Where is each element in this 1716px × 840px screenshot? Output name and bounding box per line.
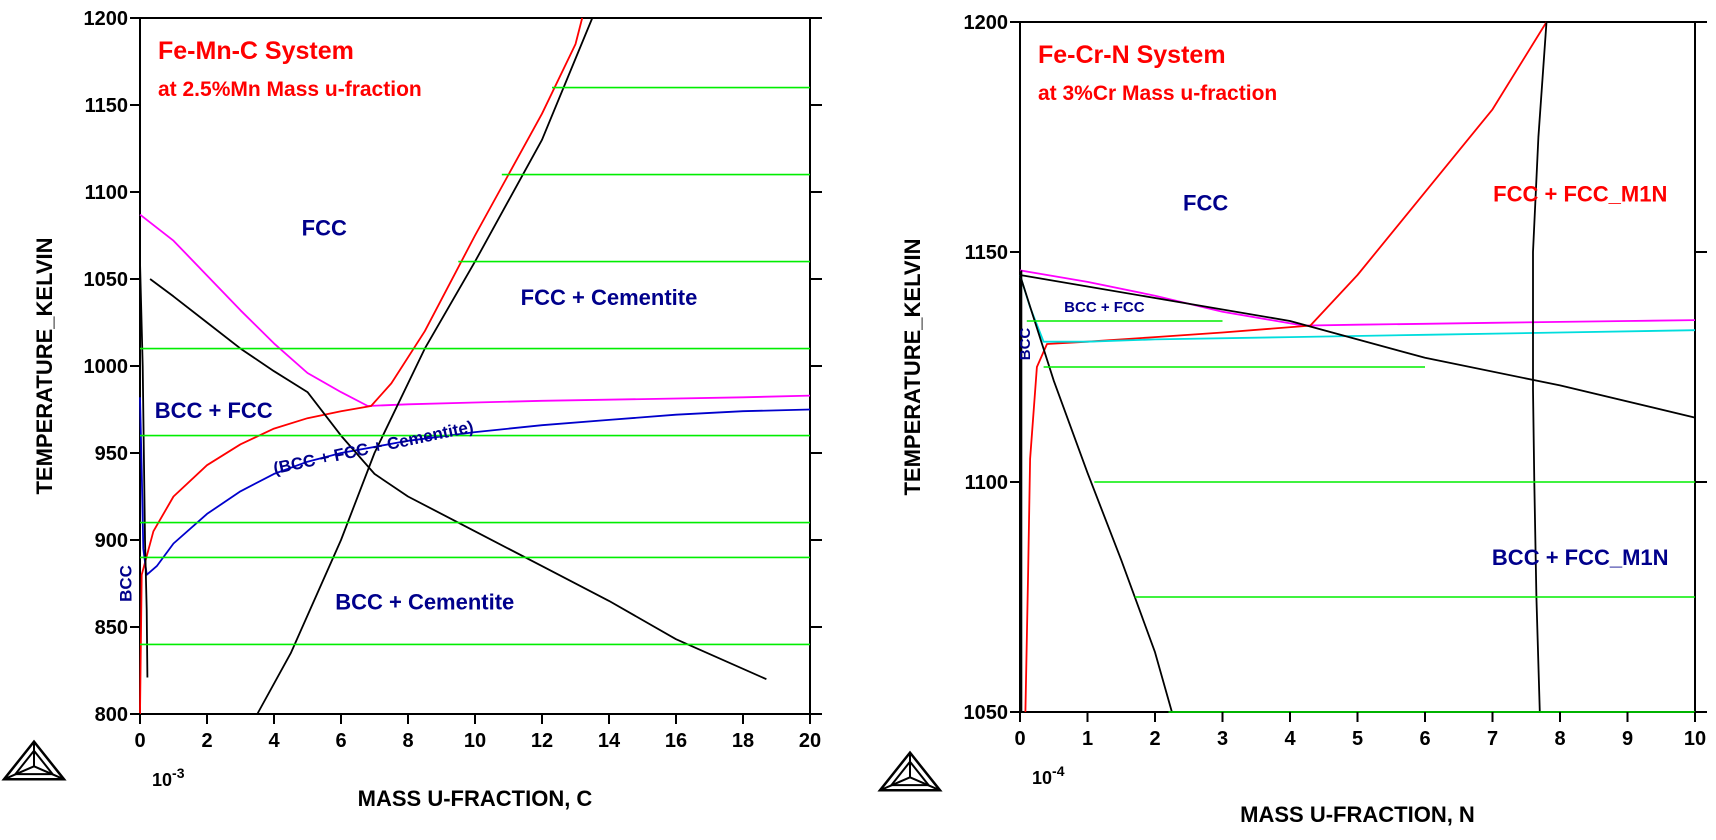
y-tick-label: 850	[95, 617, 128, 639]
y-axis-title: TEMPERATURE_KELVIN	[32, 237, 57, 494]
region-label: BCC + FCC	[1064, 299, 1145, 316]
x-tick-label: 9	[1622, 728, 1633, 750]
y-tick-label: 1100	[85, 182, 128, 204]
x-tick-label: 2	[1149, 728, 1160, 750]
thermo-calc-triangle-logo-icon	[877, 750, 943, 792]
chart-title: Fe-Cr-N System	[1038, 41, 1226, 69]
x-axis-title: MASS U-FRACTION, N	[1240, 802, 1475, 827]
region-label: BCC	[1017, 328, 1034, 361]
region-label: BCC	[117, 565, 136, 602]
x-tick-label: 1	[1082, 728, 1093, 750]
x-tick-label: 0	[134, 730, 145, 752]
logo-inner-triangle	[889, 760, 931, 787]
logo-spoke	[33, 765, 65, 781]
x-tick-label: 8	[402, 730, 413, 752]
region-label: FCC	[302, 216, 347, 241]
x-tick-label: 10	[1684, 728, 1706, 750]
x-tick-label: 4	[1284, 728, 1296, 750]
y-tick-label: 900	[95, 530, 128, 552]
x-tick-label: 4	[268, 730, 280, 752]
x-axis-title: MASS U-FRACTION, C	[358, 786, 593, 811]
y-tick-label: 1150	[85, 95, 128, 117]
y-tick-label: 1050	[964, 702, 1009, 724]
series-line	[149, 278, 767, 681]
series-line	[1024, 21, 1548, 713]
y-axis-title: TEMPERATURE_KELVIN	[900, 238, 925, 495]
y-tick-label: 1150	[965, 242, 1008, 264]
region-label: FCC	[1183, 191, 1228, 216]
x-tick-label: 12	[531, 730, 553, 752]
y-tick-label: 1050	[84, 269, 129, 291]
multiplier-base: 10	[152, 770, 172, 790]
y-tick-label: 1200	[84, 8, 129, 30]
chart-subtitle: at 2.5%Mn Mass u-fraction	[158, 78, 422, 101]
y-tick-label: 1200	[964, 12, 1009, 34]
region-label: BCC + Cementite	[335, 590, 514, 615]
series-line	[139, 213, 811, 407]
x-tick-label: 2	[201, 730, 212, 752]
region-label: BCC + FCC	[155, 398, 273, 423]
series-line	[1019, 274, 1696, 419]
multiplier-base: 10	[1032, 768, 1052, 788]
x-tick-label: 16	[665, 730, 687, 752]
logo-spoke	[909, 776, 941, 792]
logo-outer-triangle	[1, 739, 67, 781]
chart-subtitle: at 3%Cr Mass u-fraction	[1038, 82, 1277, 105]
x-tick-label: 20	[799, 730, 821, 752]
region-label: FCC + Cementite	[521, 285, 698, 310]
logo-inner-triangle	[13, 749, 55, 776]
region-label: BCC + FCC_M1N	[1492, 545, 1669, 570]
x-tick-label: 18	[732, 730, 754, 752]
x-tick-label: 6	[1419, 728, 1430, 750]
series-line	[256, 17, 594, 715]
y-tick-label: 1000	[84, 356, 129, 378]
series-line	[1532, 21, 1548, 713]
logo-spoke	[879, 776, 911, 792]
y-tick-label: 800	[95, 704, 128, 726]
x-axis-multiplier: 10-3	[152, 765, 185, 790]
series-line	[1019, 269, 1696, 327]
logo-spoke	[3, 765, 35, 781]
y-tick-label: 1100	[965, 472, 1008, 494]
multiplier-exponent: -4	[1052, 763, 1065, 779]
x-tick-label: 8	[1554, 728, 1565, 750]
series-line	[1019, 274, 1173, 713]
series-line	[139, 261, 149, 678]
thermo-calc-triangle-logo-icon	[1, 739, 67, 781]
x-tick-label: 14	[598, 730, 621, 752]
series-line	[139, 397, 811, 576]
multiplier-exponent: -3	[172, 765, 185, 781]
x-tick-label: 10	[464, 730, 486, 752]
x-tick-label: 7	[1487, 728, 1498, 750]
chart-title: Fe-Mn-C System	[158, 37, 354, 65]
logo-outer-triangle	[877, 750, 943, 792]
y-tick-label: 950	[95, 443, 128, 465]
x-axis-multiplier: 10-4	[1032, 763, 1065, 788]
x-tick-label: 3	[1217, 728, 1228, 750]
x-tick-label: 5	[1352, 728, 1363, 750]
region-label: FCC + FCC_M1N	[1493, 181, 1667, 206]
x-tick-label: 6	[335, 730, 346, 752]
x-tick-label: 0	[1014, 728, 1025, 750]
region-label: (BCC + FCC + Cementite)	[272, 417, 476, 478]
